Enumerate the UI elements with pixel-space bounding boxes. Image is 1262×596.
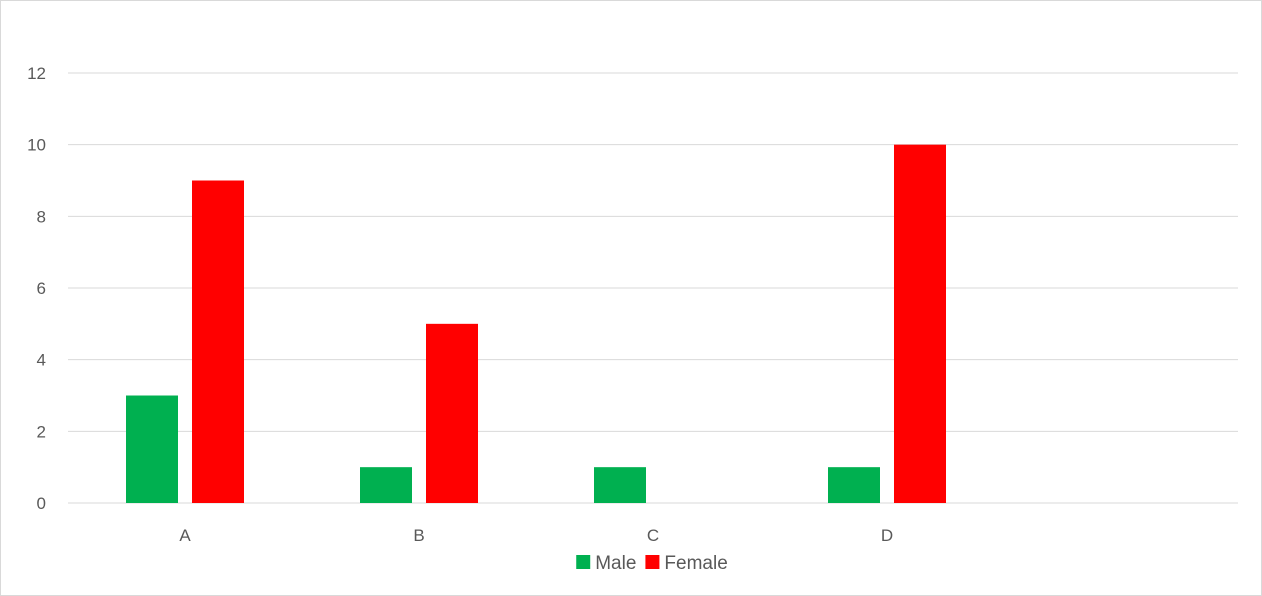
x-tick-label: D xyxy=(881,526,893,545)
bar-female-b xyxy=(426,323,478,503)
bar-male-b xyxy=(360,467,412,503)
y-tick-label: 12 xyxy=(27,64,46,83)
y-tick-label: 4 xyxy=(37,351,46,370)
x-tick-label: A xyxy=(179,526,191,545)
legend: Male Female xyxy=(576,553,728,574)
x-axis-ticks: A B C D xyxy=(179,526,893,545)
y-tick-label: 10 xyxy=(27,136,46,155)
y-tick-label: 6 xyxy=(37,279,46,298)
y-tick-label: 0 xyxy=(37,494,46,513)
y-tick-label: 8 xyxy=(37,207,46,226)
bar-male-d xyxy=(828,467,880,503)
y-axis-ticks: 0 2 4 6 8 10 12 xyxy=(27,64,46,513)
x-tick-label: B xyxy=(413,526,424,545)
bars xyxy=(126,144,946,503)
legend-label-female: Female xyxy=(664,553,727,574)
bar-male-c xyxy=(594,467,646,503)
bar-male-a xyxy=(126,395,178,503)
gridlines xyxy=(68,72,1238,504)
legend-swatch-female xyxy=(645,555,660,569)
x-tick-label: C xyxy=(647,526,659,545)
legend-label-male: Male xyxy=(595,553,636,574)
y-tick-label: 2 xyxy=(37,422,46,441)
bar-female-d xyxy=(894,144,946,503)
legend-swatch-male xyxy=(576,555,591,569)
bar-female-a xyxy=(192,180,244,503)
